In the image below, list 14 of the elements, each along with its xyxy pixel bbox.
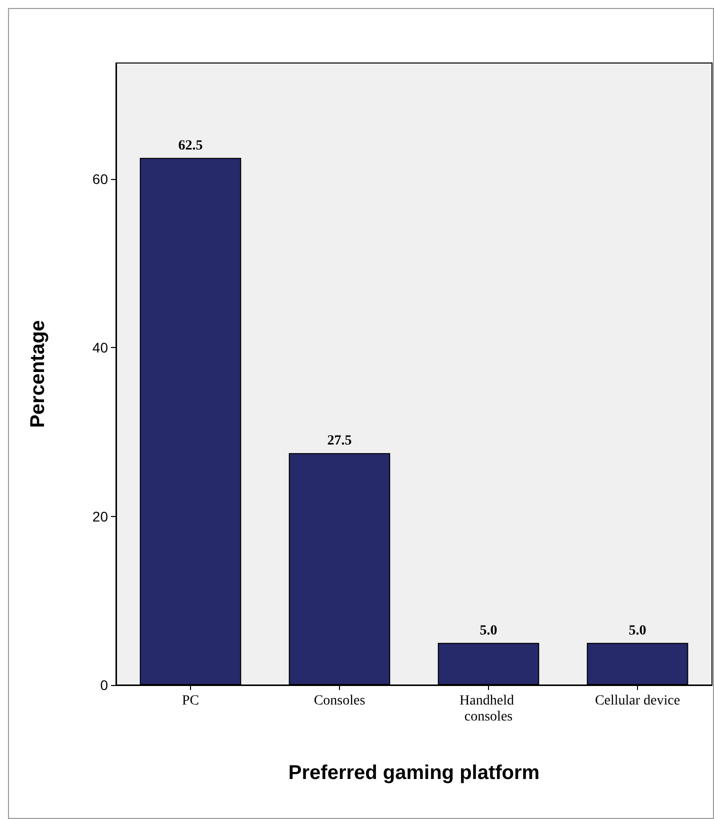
y-axis-title: Percentage [27,320,49,428]
x-tick-label: Consoles [314,694,366,708]
y-tick-label: 40 [92,340,108,356]
x-tick-label: Handheld consoles [460,694,518,724]
y-tick-label: 20 [92,508,108,524]
x-tick-label: Cellular device [594,694,680,708]
x-axis-title: Preferred gaming platform [288,762,540,784]
data-label: 27.5 [327,434,352,449]
data-label: 5.0 [628,623,646,638]
x-tick-label: PC [182,694,200,708]
y-tick-label: 0 [100,677,108,693]
data-label: 5.0 [480,623,498,638]
data-label: 62.5 [178,138,203,154]
y-tick-label: 60 [92,170,108,187]
